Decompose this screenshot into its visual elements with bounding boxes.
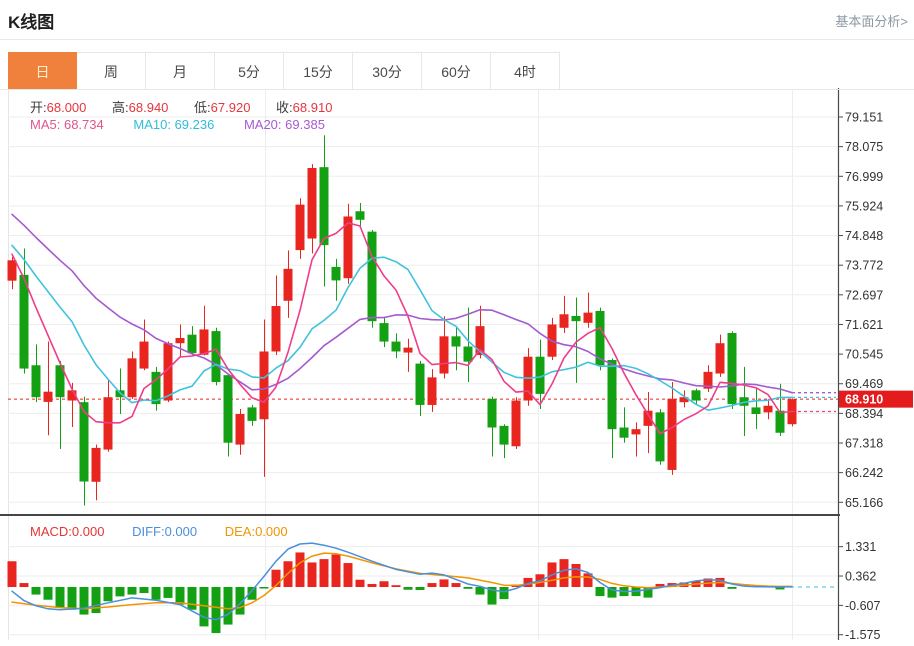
ma10-value: 69.236 bbox=[174, 117, 215, 132]
tab-period-4[interactable]: 15分 bbox=[284, 52, 353, 90]
open-value: 68.000 bbox=[46, 100, 87, 115]
tabbar-bottom-border bbox=[0, 89, 914, 90]
svg-text:79.151: 79.151 bbox=[845, 111, 883, 125]
close-label: 收: bbox=[276, 100, 293, 115]
title-divider bbox=[0, 39, 914, 40]
page-title: K线图 bbox=[8, 13, 55, 32]
tab-period-5[interactable]: 30分 bbox=[353, 52, 422, 90]
svg-text:76.999: 76.999 bbox=[845, 170, 883, 184]
svg-text:67.318: 67.318 bbox=[845, 436, 883, 450]
svg-text:-1.575: -1.575 bbox=[845, 628, 880, 642]
svg-text:65.166: 65.166 bbox=[845, 496, 883, 510]
ma10-label: MA10: bbox=[133, 117, 171, 132]
ma-readout: MA5: 68.734 MA10: 69.236 MA20: 69.385 bbox=[30, 117, 351, 132]
tab-period-3[interactable]: 5分 bbox=[215, 52, 284, 90]
svg-text:75.924: 75.924 bbox=[845, 199, 883, 213]
svg-text:72.697: 72.697 bbox=[845, 288, 883, 302]
svg-text:74.848: 74.848 bbox=[845, 229, 883, 243]
fundamental-analysis-link[interactable]: 基本面分析> bbox=[835, 14, 908, 29]
current-price-marker: 68.910 bbox=[845, 393, 883, 407]
ma5-value: 68.734 bbox=[63, 117, 104, 132]
open-label: 开: bbox=[30, 100, 47, 115]
dea-label: DEA: bbox=[224, 524, 256, 539]
dea-value: 0.000 bbox=[255, 524, 288, 539]
ma20-value: 69.385 bbox=[285, 117, 325, 132]
svg-text:66.242: 66.242 bbox=[845, 466, 883, 480]
macd-value: 0.000 bbox=[71, 524, 105, 539]
diff-value: 0.000 bbox=[164, 524, 198, 539]
ma20-label: MA20: bbox=[243, 117, 282, 132]
period-tabbar: 日周月 5分 15分 30分 60分 4时 bbox=[8, 52, 560, 90]
svg-text:71.621: 71.621 bbox=[845, 318, 883, 332]
high-value: 68.940 bbox=[128, 100, 169, 115]
macd-readout: MACD:0.000 DIFF:0.000 DEA:0.000 bbox=[30, 524, 312, 539]
tab-period-6[interactable]: 60分 bbox=[422, 52, 491, 90]
svg-text:78.075: 78.075 bbox=[845, 140, 883, 154]
low-label: 低: bbox=[194, 100, 211, 115]
low-value: 67.920 bbox=[210, 100, 251, 115]
ohlc-readout: 开:68.000 高:68.940 低:67.920 收:68.910 bbox=[30, 97, 354, 116]
diff-label: DIFF: bbox=[132, 524, 165, 539]
svg-text:0.362: 0.362 bbox=[845, 570, 876, 584]
svg-text:-0.607: -0.607 bbox=[845, 599, 880, 613]
high-label: 高: bbox=[112, 100, 129, 115]
tab-period-7[interactable]: 4时 bbox=[491, 52, 560, 90]
svg-text:68.394: 68.394 bbox=[845, 407, 883, 421]
ma5-label: MA5: bbox=[30, 117, 61, 132]
tab-period-0[interactable]: 日 bbox=[8, 52, 77, 90]
tab-period-1[interactable]: 周 bbox=[77, 52, 146, 90]
svg-text:69.469: 69.469 bbox=[845, 377, 883, 391]
close-value: 68.910 bbox=[292, 100, 333, 115]
svg-text:73.772: 73.772 bbox=[845, 259, 883, 273]
svg-text:1.331: 1.331 bbox=[845, 540, 876, 554]
tab-period-2[interactable]: 月 bbox=[146, 52, 215, 90]
svg-text:70.545: 70.545 bbox=[845, 348, 883, 362]
macd-label: MACD: bbox=[30, 524, 72, 539]
